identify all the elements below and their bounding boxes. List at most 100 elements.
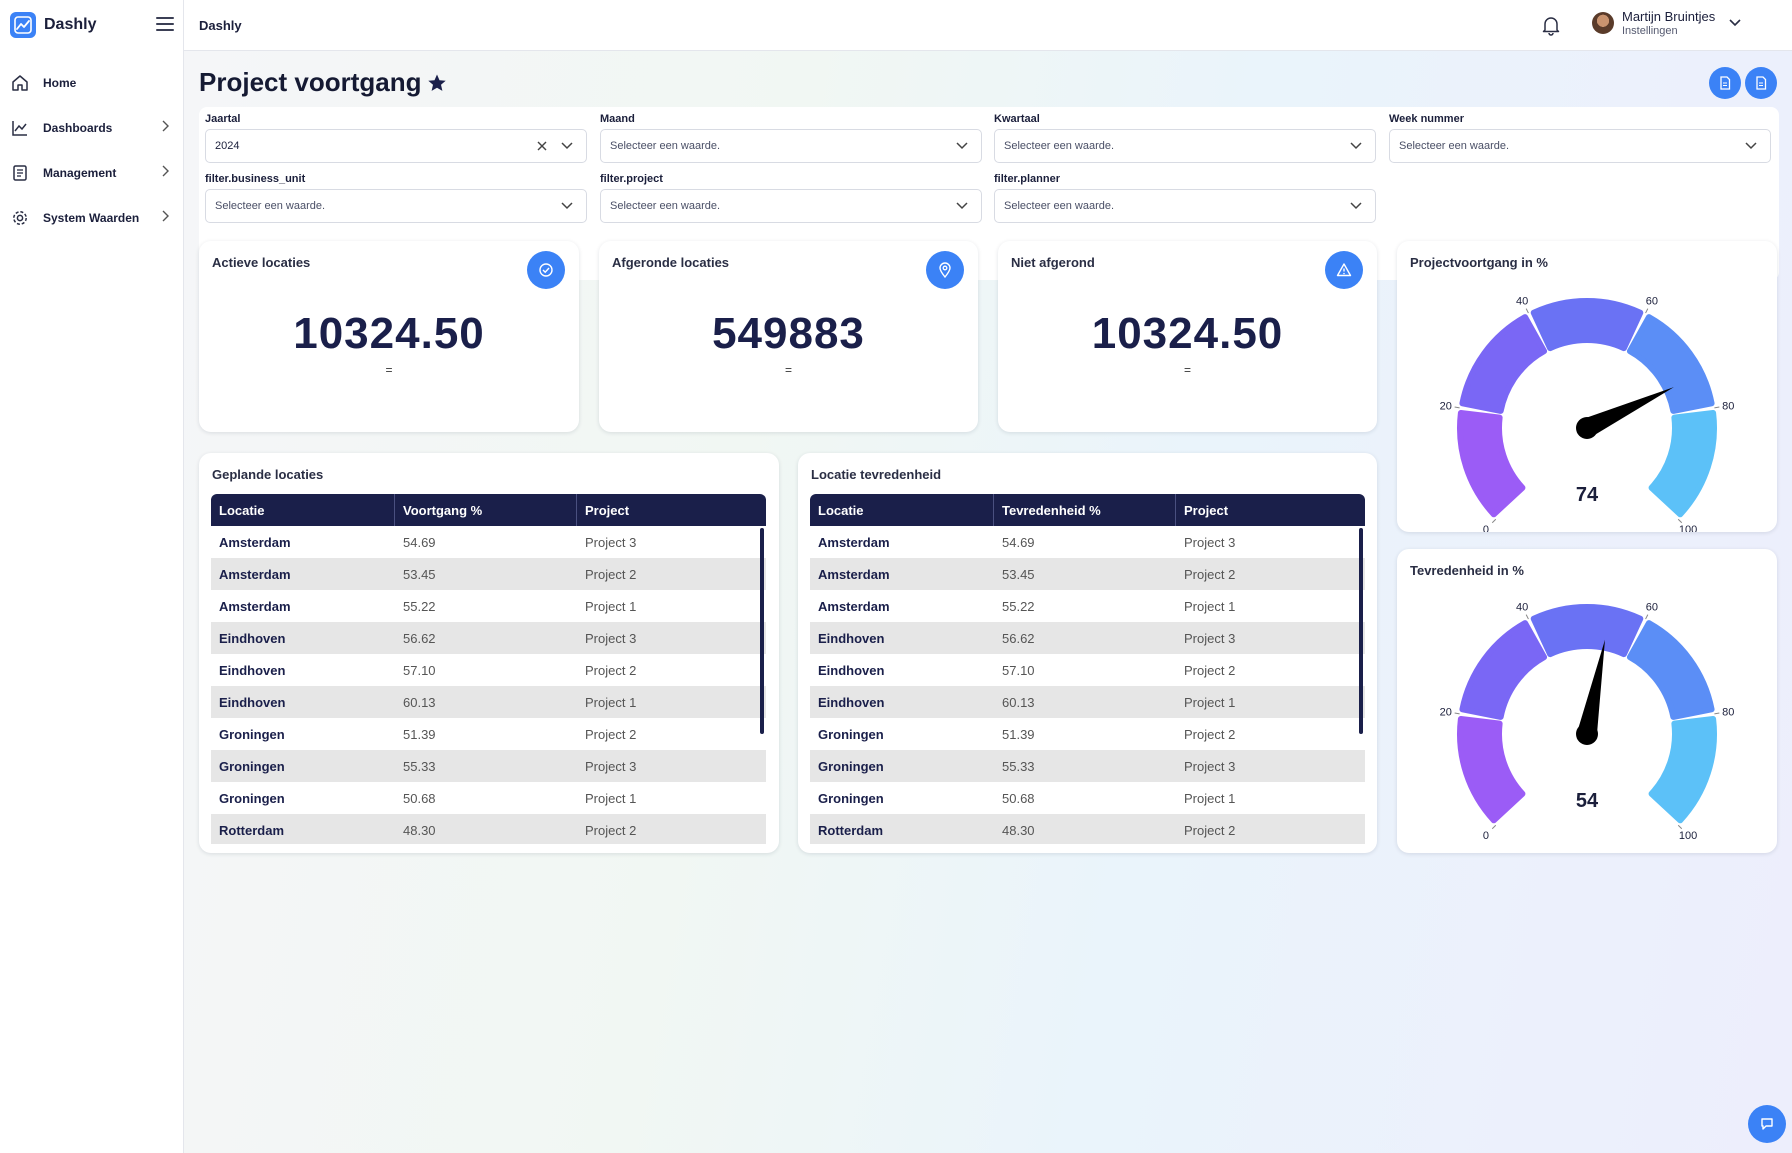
filter-label: filter.project — [600, 173, 663, 185]
gauge-tick-label: 20 — [1440, 707, 1452, 719]
jaartal-select[interactable]: 2024 — [205, 129, 587, 163]
table-body[interactable]: Amsterdam 54.69 Project 3 Amsterdam 53.45 Pro… — [810, 526, 1365, 844]
geplande-locaties-table: Locatie Voortgang % Project Amsterdam 54.… — [211, 494, 766, 844]
table-row[interactable]: Groningen 51.39 Project 2 — [211, 718, 766, 750]
table-cell: 56.62 — [1002, 630, 1035, 646]
table-row[interactable]: Groningen 50.68 Project 1 — [810, 782, 1365, 814]
brand[interactable]: Dashly — [10, 12, 96, 38]
sidebar-item-home[interactable]: Home — [0, 60, 184, 105]
table-row[interactable]: Eindhoven 60.13 Project 1 — [211, 686, 766, 718]
table-row[interactable]: Groningen 55.33 Project 3 — [211, 750, 766, 782]
table-row[interactable]: Groningen 55.33 Project 3 — [810, 750, 1365, 782]
map-pin-icon — [926, 251, 964, 289]
gauge-tick-label: 60 — [1646, 602, 1658, 614]
business-unit-select[interactable]: Selecteer een waarde. — [205, 189, 587, 223]
table-row[interactable]: Groningen 50.68 Project 1 — [211, 782, 766, 814]
user-menu[interactable]: Martijn Bruintjes Instellingen — [1592, 9, 1715, 37]
project-select[interactable]: Selecteer een waarde. — [600, 189, 982, 223]
table-row[interactable]: Amsterdam 53.45 Project 2 — [810, 558, 1365, 590]
gear-icon — [10, 208, 30, 228]
sidebar-item-management[interactable]: Management — [0, 150, 184, 195]
table-row[interactable]: Eindhoven 57.10 Project 2 — [211, 654, 766, 686]
column-header-voortgang[interactable]: Voortgang % — [395, 494, 577, 526]
table-row[interactable]: Eindhoven 57.10 Project 2 — [810, 654, 1365, 686]
chevron-down-icon[interactable] — [1728, 18, 1742, 28]
table-row[interactable]: Eindhoven 56.62 Project 3 — [211, 622, 766, 654]
gauge-tick-label: 60 — [1646, 296, 1658, 308]
kpi-value: 549883 — [712, 309, 865, 358]
column-header-project[interactable]: Project — [1184, 502, 1229, 518]
table-row[interactable]: Rotterdam 48.30 Project 2 — [810, 814, 1365, 844]
column-header-project[interactable]: Project — [585, 502, 630, 518]
table-cell: Project 3 — [585, 534, 637, 550]
gauge-tick-label: 0 — [1483, 830, 1489, 842]
table-row[interactable]: Amsterdam 54.69 Project 3 — [211, 526, 766, 558]
column-header-locatie[interactable]: Locatie — [211, 494, 395, 526]
filter-week: Week nummer Selecteer een waarde. — [1389, 113, 1771, 163]
table-row[interactable]: Amsterdam 53.45 Project 2 — [211, 558, 766, 590]
kwartaal-select[interactable]: Selecteer een waarde. — [994, 129, 1376, 163]
user-name: Martijn Bruintjes — [1622, 9, 1716, 24]
export-excel-button[interactable] — [1745, 67, 1777, 99]
select-value: 2024 — [215, 140, 240, 152]
table-row[interactable]: Groningen 51.39 Project 2 — [810, 718, 1365, 750]
table-cell: Groningen — [219, 758, 285, 774]
table-cell: Project 1 — [585, 598, 637, 614]
select-placeholder: Selecteer een waarde. — [1004, 200, 1115, 212]
projectvoortgang-gauge: 0 20 40 60 80 100 74 — [1440, 296, 1735, 532]
menu-toggle-icon[interactable] — [156, 17, 174, 31]
table-cell: 57.10 — [1002, 662, 1035, 678]
week-select[interactable]: Selecteer een waarde. — [1389, 129, 1771, 163]
gauge-tick-label: 20 — [1440, 401, 1452, 413]
table-row[interactable]: Eindhoven 60.13 Project 1 — [810, 686, 1365, 718]
gauge-tick-label: 100 — [1679, 830, 1697, 842]
main-content: Project voortgang Jaartal 2024 Maand Sel… — [184, 51, 1792, 1153]
select-placeholder: Selecteer een waarde. — [215, 200, 326, 212]
table-cell: 60.13 — [1002, 694, 1035, 710]
table-row[interactable]: Eindhoven 56.62 Project 3 — [810, 622, 1365, 654]
sidebar-item-dashboards[interactable]: Dashboards — [0, 105, 184, 150]
table-cell: Eindhoven — [219, 662, 286, 678]
star-icon[interactable] — [427, 73, 447, 93]
export-pdf-button[interactable] — [1709, 67, 1741, 99]
gauge-tick — [1454, 712, 1460, 715]
table-row[interactable]: Amsterdam 54.69 Project 3 — [810, 526, 1365, 558]
bell-icon[interactable] — [1540, 14, 1562, 36]
chevron-right-icon — [162, 210, 169, 222]
table-row[interactable]: Amsterdam 55.22 Project 1 — [211, 590, 766, 622]
column-header-locatie[interactable]: Locatie — [810, 494, 994, 526]
gauge-tick-label: 0 — [1483, 524, 1489, 532]
kpi-title: Actieve locaties — [212, 255, 311, 270]
table-cell: 53.45 — [403, 566, 436, 582]
kpi-title: Afgeronde locaties — [612, 255, 730, 270]
table-title: Geplande locaties — [212, 467, 324, 482]
filter-label: Kwartaal — [994, 113, 1040, 125]
select-placeholder: Selecteer een waarde. — [610, 200, 721, 212]
filter-jaartal: Jaartal 2024 — [205, 113, 587, 163]
filter-project: filter.project Selecteer een waarde. — [600, 173, 982, 223]
close-icon[interactable] — [536, 140, 548, 152]
sidebar: Dashly Home Dashboards Management — [0, 0, 184, 1153]
table-row[interactable]: Rotterdam 48.30 Project 2 — [211, 814, 766, 844]
select-placeholder: Selecteer een waarde. — [1399, 140, 1510, 152]
table-card-geplande-locaties: Geplande locaties Locatie Voortgang % Pr… — [199, 453, 779, 853]
column-header-tevredenheid[interactable]: Tevredenheid % — [994, 494, 1176, 526]
chevron-down-icon — [1745, 142, 1757, 150]
scrollbar[interactable] — [760, 528, 764, 734]
table-cell: Project 2 — [1184, 726, 1236, 742]
table-body[interactable]: Amsterdam 54.69 Project 3 Amsterdam 53.45 Pro… — [211, 526, 766, 844]
maand-select[interactable]: Selecteer een waarde. — [600, 129, 982, 163]
tevredenheid-gauge: 0 20 40 60 80 100 54 — [1440, 602, 1735, 843]
gauge-segment — [1530, 298, 1644, 352]
chevron-right-icon — [162, 165, 169, 177]
kpi-card-afgeronde-locaties: Afgeronde locaties 549883 = — [599, 241, 978, 432]
scrollbar[interactable] — [1359, 528, 1363, 734]
user-settings-link[interactable]: Instellingen — [1622, 25, 1678, 37]
table-cell: Amsterdam — [818, 534, 890, 550]
sidebar-item-system-waarden[interactable]: System Waarden — [0, 195, 184, 240]
gauge-tick — [1714, 712, 1720, 715]
chat-button[interactable] — [1748, 1105, 1786, 1143]
table-row[interactable]: Amsterdam 55.22 Project 1 — [810, 590, 1365, 622]
sidebar-item-label: Home — [43, 75, 77, 90]
planner-select[interactable]: Selecteer een waarde. — [994, 189, 1376, 223]
